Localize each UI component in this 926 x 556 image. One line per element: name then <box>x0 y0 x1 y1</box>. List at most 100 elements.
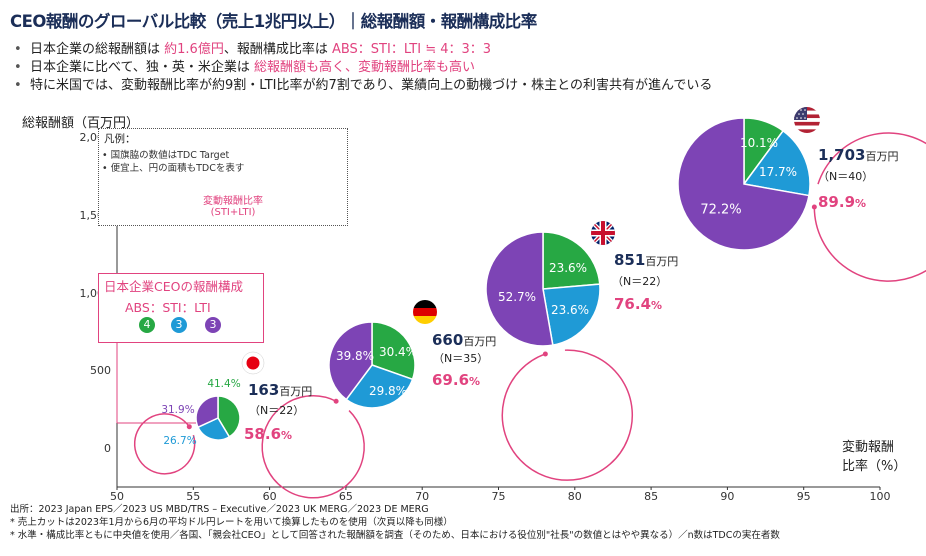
us-flag <box>794 107 820 133</box>
x-tick-label: 100 <box>869 490 891 503</box>
bullet-2: • 日本企業に比べて、独・英・米企業は 総報酬額も高く、変動報酬比率も高い <box>14 60 475 75</box>
page-title: CEO報酬のグローバル比較（売上1兆円以上）｜総報酬額・報酬構成比率 <box>10 12 537 31</box>
japan-slice-lti <box>195 395 219 429</box>
de-abs-label: 30.4% <box>378 345 418 359</box>
us-lti-label: 72.2% <box>700 202 742 218</box>
uk-flag-body <box>591 221 615 245</box>
x-tick-label: 70 <box>415 490 430 503</box>
x-tick-label: 90 <box>720 490 735 503</box>
japan-slice-sti <box>197 417 231 441</box>
germany-slice-sti <box>345 364 414 409</box>
us-arc-end <box>811 204 817 210</box>
us-flag-body <box>794 107 820 133</box>
x-tick-label: 80 <box>567 490 582 503</box>
us-star <box>800 109 802 111</box>
us-star <box>804 117 806 119</box>
uk-arc <box>501 349 633 481</box>
de-stripe-black <box>413 300 437 308</box>
uk-slice-sti <box>542 283 601 347</box>
x-tick-label: 95 <box>796 490 811 503</box>
jp-lti-label: 31.9% <box>161 404 195 416</box>
jp-flag <box>241 351 265 375</box>
us-stripe <box>794 118 820 122</box>
germany-arc-end <box>333 398 339 404</box>
jp-n-count: （N＝22） <box>249 404 305 417</box>
us-abs-label: 10.1% <box>739 136 779 150</box>
us-slice-sti <box>742 129 811 197</box>
x-tick-label: 50 <box>110 490 124 503</box>
germany-slice-lti <box>328 321 373 401</box>
jp-flag-sun <box>246 356 260 370</box>
japan-lti-circle: 3 <box>205 317 221 333</box>
y-axis-label: 総報酬額（百万円） <box>22 116 140 131</box>
de-tdc-value: 660百万円 <box>432 331 497 349</box>
jp-tdc-value: 163百万円 <box>248 381 313 399</box>
de-flag <box>413 300 437 324</box>
us-arc <box>813 132 926 282</box>
x-tick-label: 60 <box>262 490 277 503</box>
de-lti-label: 39.8% <box>335 349 375 363</box>
us-star <box>800 117 802 119</box>
japan-arc <box>133 413 196 475</box>
legend-box <box>98 128 348 226</box>
us-n-count: （N＝40） <box>818 170 874 183</box>
legend-sti-label: STI <box>283 189 301 203</box>
de-n-count: （N＝35） <box>433 352 489 365</box>
y-tick-label: 500 <box>90 364 111 378</box>
chart-pies <box>116 117 926 499</box>
japan-box-ratio-label: ABS：STI：LTI <box>125 300 211 315</box>
us-star <box>796 117 798 119</box>
de-stripe-gold <box>413 316 437 324</box>
uk-variable-ratio: 76.4% <box>614 295 663 313</box>
legend-title: 凡例： <box>104 133 136 145</box>
de-variable-ratio: 69.6% <box>432 371 481 389</box>
uk-sti-label: 23.6% <box>550 303 590 317</box>
jp-sti-label: 26.7% <box>163 435 197 447</box>
japan-arc-end <box>186 424 192 430</box>
x-axis-label: 変動報酬 比率（%） <box>842 440 907 474</box>
x-tick-label: 85 <box>644 490 659 503</box>
x-tick-label: 65 <box>338 490 353 503</box>
uk-tdc-value: 851百万円 <box>614 251 679 269</box>
uk-flag <box>591 221 615 245</box>
uk-n-count: （N＝22） <box>612 275 668 288</box>
legend-lti-label: LTI <box>269 154 285 168</box>
legend-notes: • 国旗脇の数値はTDC Target • 便宜上、円の面積もTDCを表す <box>102 150 245 174</box>
germany-slice-abs <box>371 321 416 381</box>
de-sti-label: 29.8% <box>368 384 408 398</box>
chart-flags <box>241 107 820 375</box>
bullet-3: • 特に米国では、変動報酬比率が約9割・LTI比率が約7割であり、業績向上の動機づ… <box>14 78 713 93</box>
us-stripe <box>794 125 820 130</box>
legend-caption: 変動報酬比率 (STI+LTI) <box>203 196 263 218</box>
jp-abs-label: 41.4% <box>207 378 241 390</box>
japan-sti-circle: 3 <box>171 317 187 333</box>
us-stripe <box>794 129 820 133</box>
y-tick-label: 0 <box>104 442 111 455</box>
jp-variable-ratio: 58.6% <box>244 425 293 443</box>
us-variable-ratio: 89.9% <box>818 193 867 211</box>
us-star <box>798 113 800 115</box>
legend-abs-label: ABS <box>299 156 321 170</box>
germany-arc <box>261 395 365 499</box>
x-tick-label: 55 <box>186 490 201 503</box>
us-sti-label: 17.7% <box>758 165 798 179</box>
uk-lti-label: 52.7% <box>497 290 537 304</box>
footer-notes: 出所：2023 Japan EPS／2023 US MBD/TRS – Exec… <box>10 504 780 541</box>
us-star <box>804 109 806 111</box>
uk-slice-abs <box>542 231 601 290</box>
us-stripe <box>794 121 820 126</box>
de-stripe-red <box>413 308 437 316</box>
x-tick-label: 75 <box>491 490 506 503</box>
us-slice-lti <box>677 117 810 251</box>
uk-arc-end <box>542 351 548 357</box>
de-flag-stripes <box>413 300 437 324</box>
us-tdc-value: 1,703百万円 <box>818 146 899 164</box>
uk-slice-lti <box>485 231 554 347</box>
bullet-1: • 日本企業の総報酬額は 約1.6億円、報酬構成比率は ABS：STI：LTI ≒… <box>14 42 492 57</box>
uk-cross-v-red <box>601 221 605 245</box>
uk-abs-label: 23.6% <box>548 261 588 275</box>
japan-box-title: 日本企業CEOの報酬構成 <box>104 279 243 294</box>
summary-bullets: • 日本企業の総報酬額は 約1.6億円、報酬構成比率は ABS：STI：LTI ≒… <box>14 41 712 95</box>
japan-abs-circle: 4 <box>139 317 155 333</box>
us-star <box>802 113 804 115</box>
